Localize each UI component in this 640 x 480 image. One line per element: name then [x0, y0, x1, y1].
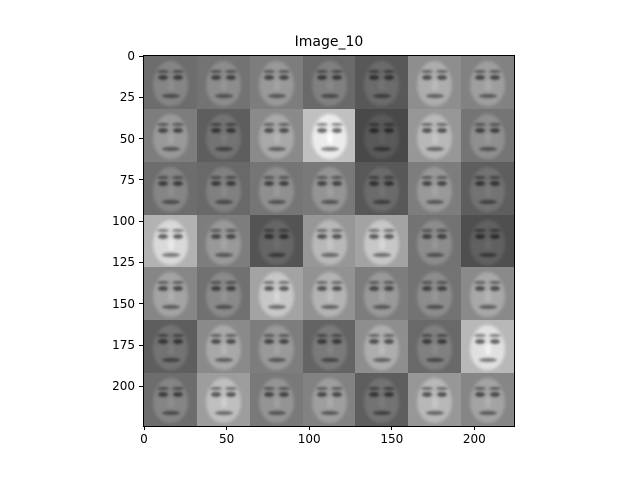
face-tile — [461, 108, 514, 162]
face-tile — [355, 320, 409, 374]
y-tick — [139, 344, 143, 346]
face-tile — [144, 56, 197, 109]
face-tile — [355, 56, 409, 109]
face-tile — [302, 56, 356, 109]
face-tile — [196, 214, 250, 268]
y-tick — [139, 138, 143, 140]
face-tile — [196, 108, 250, 162]
x-tick — [308, 426, 310, 430]
plot-title: Image_10 — [294, 34, 364, 50]
face-tile — [355, 373, 409, 426]
face-tile — [302, 320, 356, 374]
face-tile — [302, 267, 356, 321]
face-tile — [196, 161, 250, 215]
y-tick-label: 175 — [112, 338, 135, 353]
face-tile — [408, 373, 462, 426]
face-tile — [408, 108, 462, 162]
face-tile — [461, 320, 514, 374]
face-tile — [461, 267, 514, 321]
face-image-grid — [144, 56, 514, 426]
face-tile — [196, 56, 250, 109]
face-tile — [408, 161, 462, 215]
face-tile — [461, 373, 514, 426]
face-tile — [249, 56, 303, 109]
face-tile — [144, 320, 197, 374]
y-tick-label: 50 — [119, 131, 135, 146]
y-tick-label: 200 — [112, 379, 135, 394]
face-tile — [355, 108, 409, 162]
face-tile — [144, 373, 197, 426]
y-tick — [139, 303, 143, 305]
x-tick — [226, 426, 228, 430]
face-tile — [249, 373, 303, 426]
x-tick — [143, 426, 145, 430]
face-tile — [408, 214, 462, 268]
face-tile — [249, 161, 303, 215]
face-tile — [302, 161, 356, 215]
x-tick — [391, 426, 393, 430]
face-tile — [355, 161, 409, 215]
face-tile — [144, 267, 197, 321]
y-tick — [139, 385, 143, 387]
face-tile — [144, 108, 197, 162]
face-tile — [144, 161, 197, 215]
face-tile — [144, 214, 197, 268]
x-tick-label: 100 — [297, 432, 321, 446]
face-tile — [196, 320, 250, 374]
face-tile — [249, 320, 303, 374]
y-tick-label: 125 — [112, 255, 135, 270]
face-tile — [196, 267, 250, 321]
y-tick — [139, 96, 143, 98]
y-tick — [139, 179, 143, 181]
face-tile — [461, 56, 514, 109]
face-tile — [196, 373, 250, 426]
y-tick — [139, 55, 143, 57]
face-tile — [408, 267, 462, 321]
y-tick-label: 100 — [112, 214, 135, 229]
y-tick — [139, 220, 143, 222]
y-tick-label: 0 — [127, 49, 135, 63]
face-tile — [461, 214, 514, 268]
face-tile — [461, 161, 514, 215]
face-tile — [249, 267, 303, 321]
face-tile — [249, 214, 303, 268]
face-tile — [355, 214, 409, 268]
face-tile — [302, 214, 356, 268]
y-tick — [139, 261, 143, 263]
x-tick-label: 0 — [140, 432, 148, 446]
face-tile — [302, 108, 356, 162]
face-tile — [355, 267, 409, 321]
face-tile — [408, 56, 462, 109]
y-tick-label: 150 — [112, 296, 135, 311]
face-tile — [249, 108, 303, 162]
x-tick-label: 50 — [218, 432, 235, 446]
face-tile — [302, 373, 356, 426]
x-tick — [473, 426, 475, 430]
x-tick-label: 150 — [380, 432, 404, 446]
y-tick-label: 75 — [119, 172, 135, 187]
x-tick-label: 200 — [462, 432, 486, 446]
y-tick-label: 25 — [119, 90, 135, 105]
face-tile — [408, 320, 462, 374]
